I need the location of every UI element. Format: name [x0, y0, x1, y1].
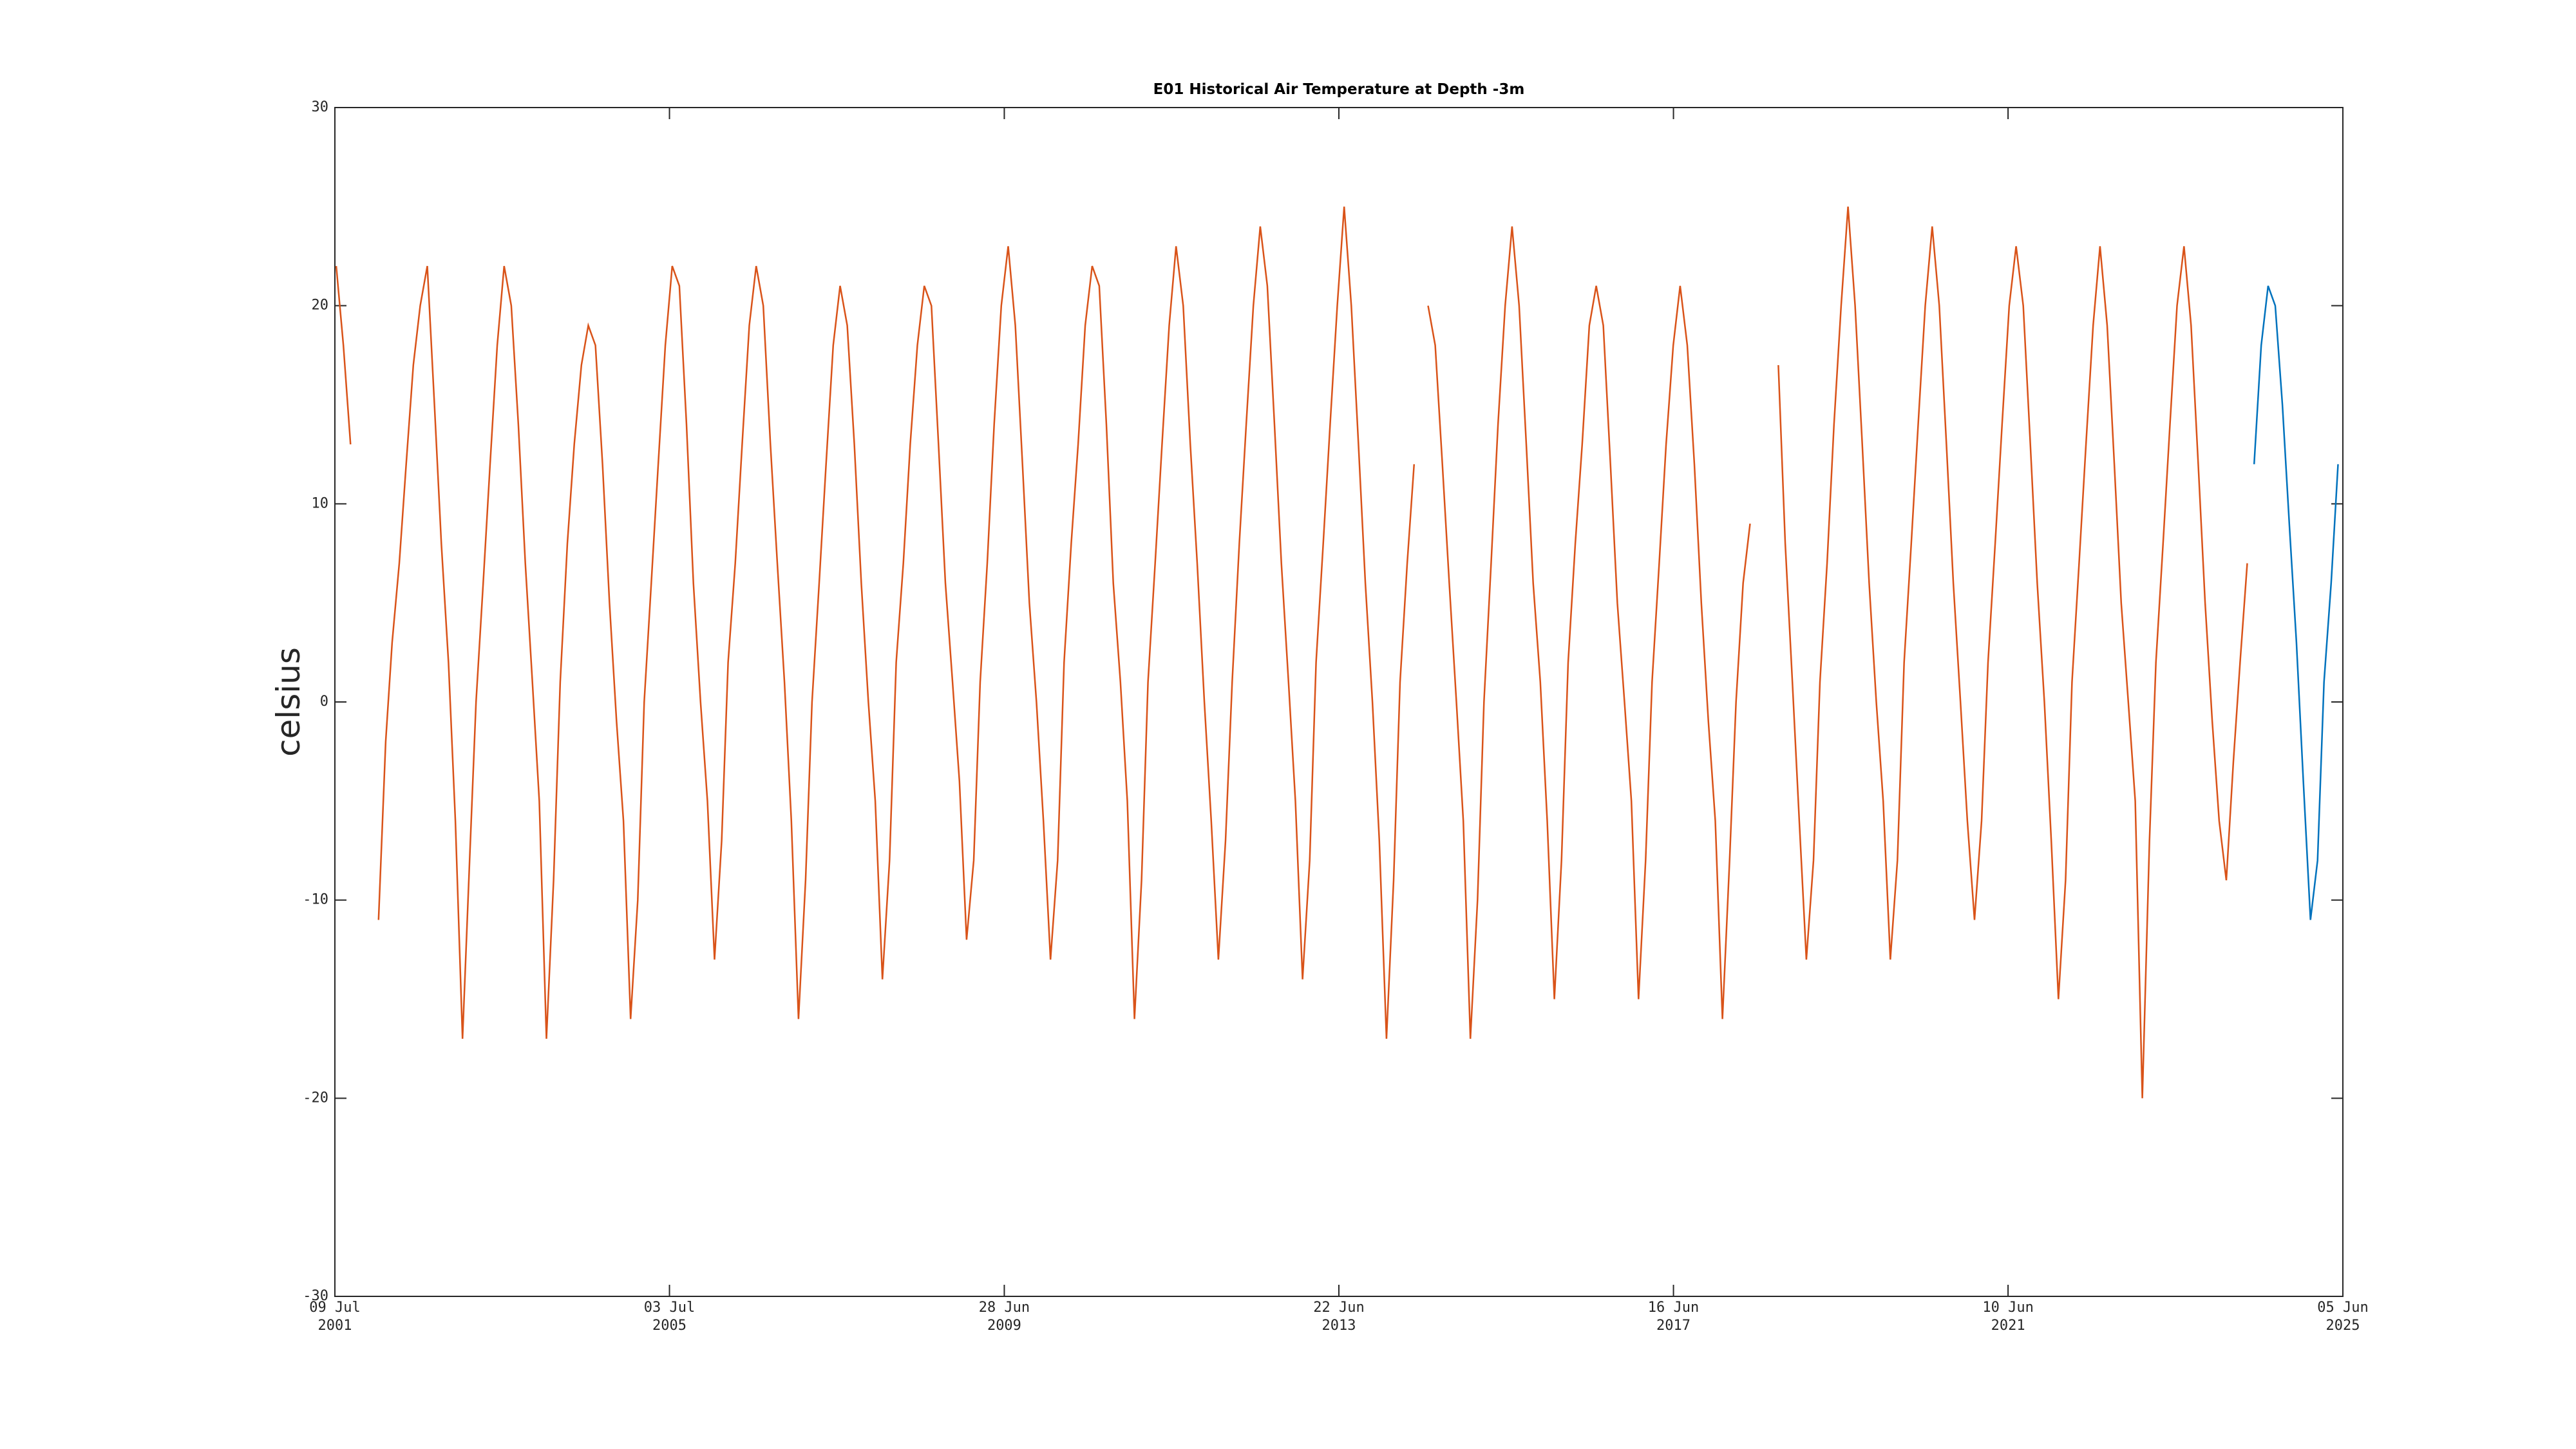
- x-tick-label: 16 Jun 2017: [1647, 1300, 1700, 1334]
- chart-title: E01 Historical Air Temperature at Depth …: [1153, 81, 1525, 98]
- x-tick-label: 10 Jun 2021: [1982, 1300, 2034, 1334]
- y-tick-label: 20: [312, 298, 329, 314]
- x-tick-label: 03 Jul 2005: [643, 1300, 696, 1334]
- x-tick-label: 22 Jun 2013: [1313, 1300, 1365, 1334]
- x-tick-label: 09 Jul 2001: [309, 1300, 361, 1334]
- series-line: [2253, 285, 2339, 920]
- y-tick-label: -10: [303, 892, 328, 908]
- y-tick-label: -20: [303, 1090, 328, 1106]
- y-tick-label: 0: [320, 694, 328, 710]
- series-line: [335, 206, 2248, 1099]
- y-axis-label: celsius: [270, 647, 307, 757]
- y-tick-label: 10: [312, 495, 329, 511]
- x-tick-label: 28 Jun 2009: [978, 1300, 1030, 1334]
- x-tick-label: 05 Jun 2025: [2317, 1300, 2369, 1334]
- y-tick-label: 30: [312, 99, 329, 115]
- y-tick-label: -30: [303, 1288, 328, 1304]
